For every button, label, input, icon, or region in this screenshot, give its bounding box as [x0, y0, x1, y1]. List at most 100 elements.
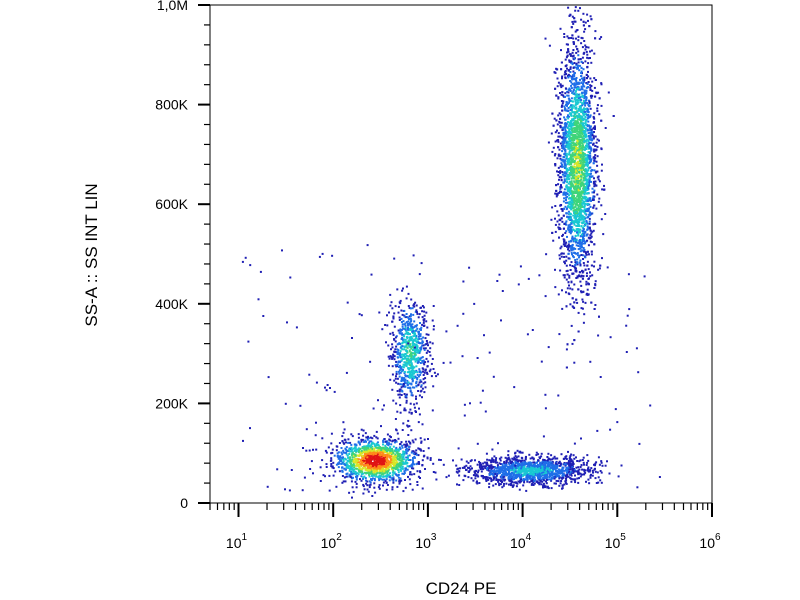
event-dot — [406, 333, 409, 336]
event-dot — [407, 386, 410, 389]
event-dot — [530, 474, 533, 477]
event-dot — [476, 474, 479, 477]
event-dot — [423, 314, 426, 317]
event-dot — [548, 478, 551, 481]
event-dot — [404, 479, 406, 481]
event-dot — [507, 450, 510, 453]
event-dot — [586, 222, 589, 225]
event-dot — [408, 376, 411, 379]
event-dot — [574, 158, 577, 161]
event-dot — [380, 463, 383, 466]
event-dot — [577, 466, 580, 469]
event-dot — [361, 458, 364, 460]
event-dot — [333, 454, 336, 457]
event-dot — [463, 465, 466, 468]
event-dot — [569, 219, 572, 221]
event-dot — [408, 318, 410, 320]
event-dot — [574, 30, 577, 33]
event-dot — [401, 383, 404, 386]
event-dot — [469, 460, 472, 463]
event-dot — [558, 176, 561, 179]
event-dot — [386, 440, 389, 443]
event-dot — [538, 467, 541, 470]
event-dot — [580, 99, 583, 101]
event-dot — [416, 348, 419, 351]
event-dot — [380, 465, 383, 468]
event-dot — [367, 435, 369, 438]
event-dot — [421, 396, 423, 399]
event-dot — [402, 366, 405, 369]
event-dot — [402, 340, 405, 343]
event-dot — [392, 460, 395, 463]
event-dot — [392, 455, 395, 458]
event-dot — [554, 268, 556, 271]
event-dot — [403, 472, 405, 475]
event-dot — [508, 468, 511, 471]
event-dot — [399, 456, 402, 459]
event-dot — [402, 368, 404, 371]
event-dot — [390, 301, 393, 304]
event-dot — [568, 186, 571, 189]
event-dot — [452, 459, 454, 462]
event-dot — [537, 453, 540, 456]
event-dot — [515, 474, 518, 476]
event-dot — [360, 449, 363, 452]
event-dot — [405, 396, 408, 399]
event-dot — [533, 482, 536, 485]
event-dot — [404, 357, 406, 360]
event-dot — [378, 479, 381, 482]
event-dot — [497, 480, 500, 483]
event-dot — [322, 474, 325, 477]
event-dot — [423, 438, 426, 441]
event-dot — [379, 470, 382, 473]
event-dot — [587, 143, 590, 146]
event-dot — [559, 142, 562, 145]
event-dot — [465, 460, 468, 463]
event-dot — [499, 480, 502, 483]
event-dot — [567, 102, 569, 105]
event-dot — [380, 453, 383, 456]
event-dot — [568, 168, 571, 171]
event-dot — [563, 483, 566, 486]
event-dot — [330, 432, 333, 435]
event-dot — [389, 293, 392, 296]
event-dot — [401, 348, 404, 351]
event-dot — [591, 89, 594, 92]
event-dot — [375, 444, 378, 447]
event-dot — [377, 458, 380, 461]
event-dot — [520, 476, 523, 479]
event-dot — [573, 145, 576, 148]
event-dot — [562, 147, 564, 150]
event-dot — [386, 462, 389, 465]
event-dot — [407, 360, 410, 363]
event-dot — [432, 462, 435, 465]
event-dot — [570, 218, 573, 221]
event-dot — [411, 467, 413, 470]
event-dot — [378, 487, 381, 490]
event-dot — [351, 473, 354, 476]
event-dot — [341, 469, 344, 472]
event-dot — [552, 239, 555, 242]
event-dot — [539, 479, 542, 482]
event-dot — [569, 245, 572, 247]
event-dot — [401, 323, 404, 326]
event-dot — [568, 249, 571, 252]
event-dot — [343, 467, 346, 470]
event-dot — [415, 304, 418, 307]
event-dot — [378, 458, 381, 461]
event-dot — [364, 450, 367, 453]
event-dot — [586, 165, 589, 168]
event-dot — [477, 469, 480, 472]
event-dot — [470, 477, 473, 480]
event-dot — [579, 101, 582, 104]
event-dot — [575, 466, 578, 469]
event-dot — [596, 145, 599, 148]
event-dot — [601, 257, 603, 260]
event-dot — [412, 441, 415, 444]
event-dot — [537, 477, 540, 480]
event-dot — [505, 461, 508, 464]
event-dot — [577, 130, 580, 133]
event-dot — [410, 324, 413, 327]
event-dot — [585, 280, 588, 283]
event-dot — [468, 470, 470, 473]
